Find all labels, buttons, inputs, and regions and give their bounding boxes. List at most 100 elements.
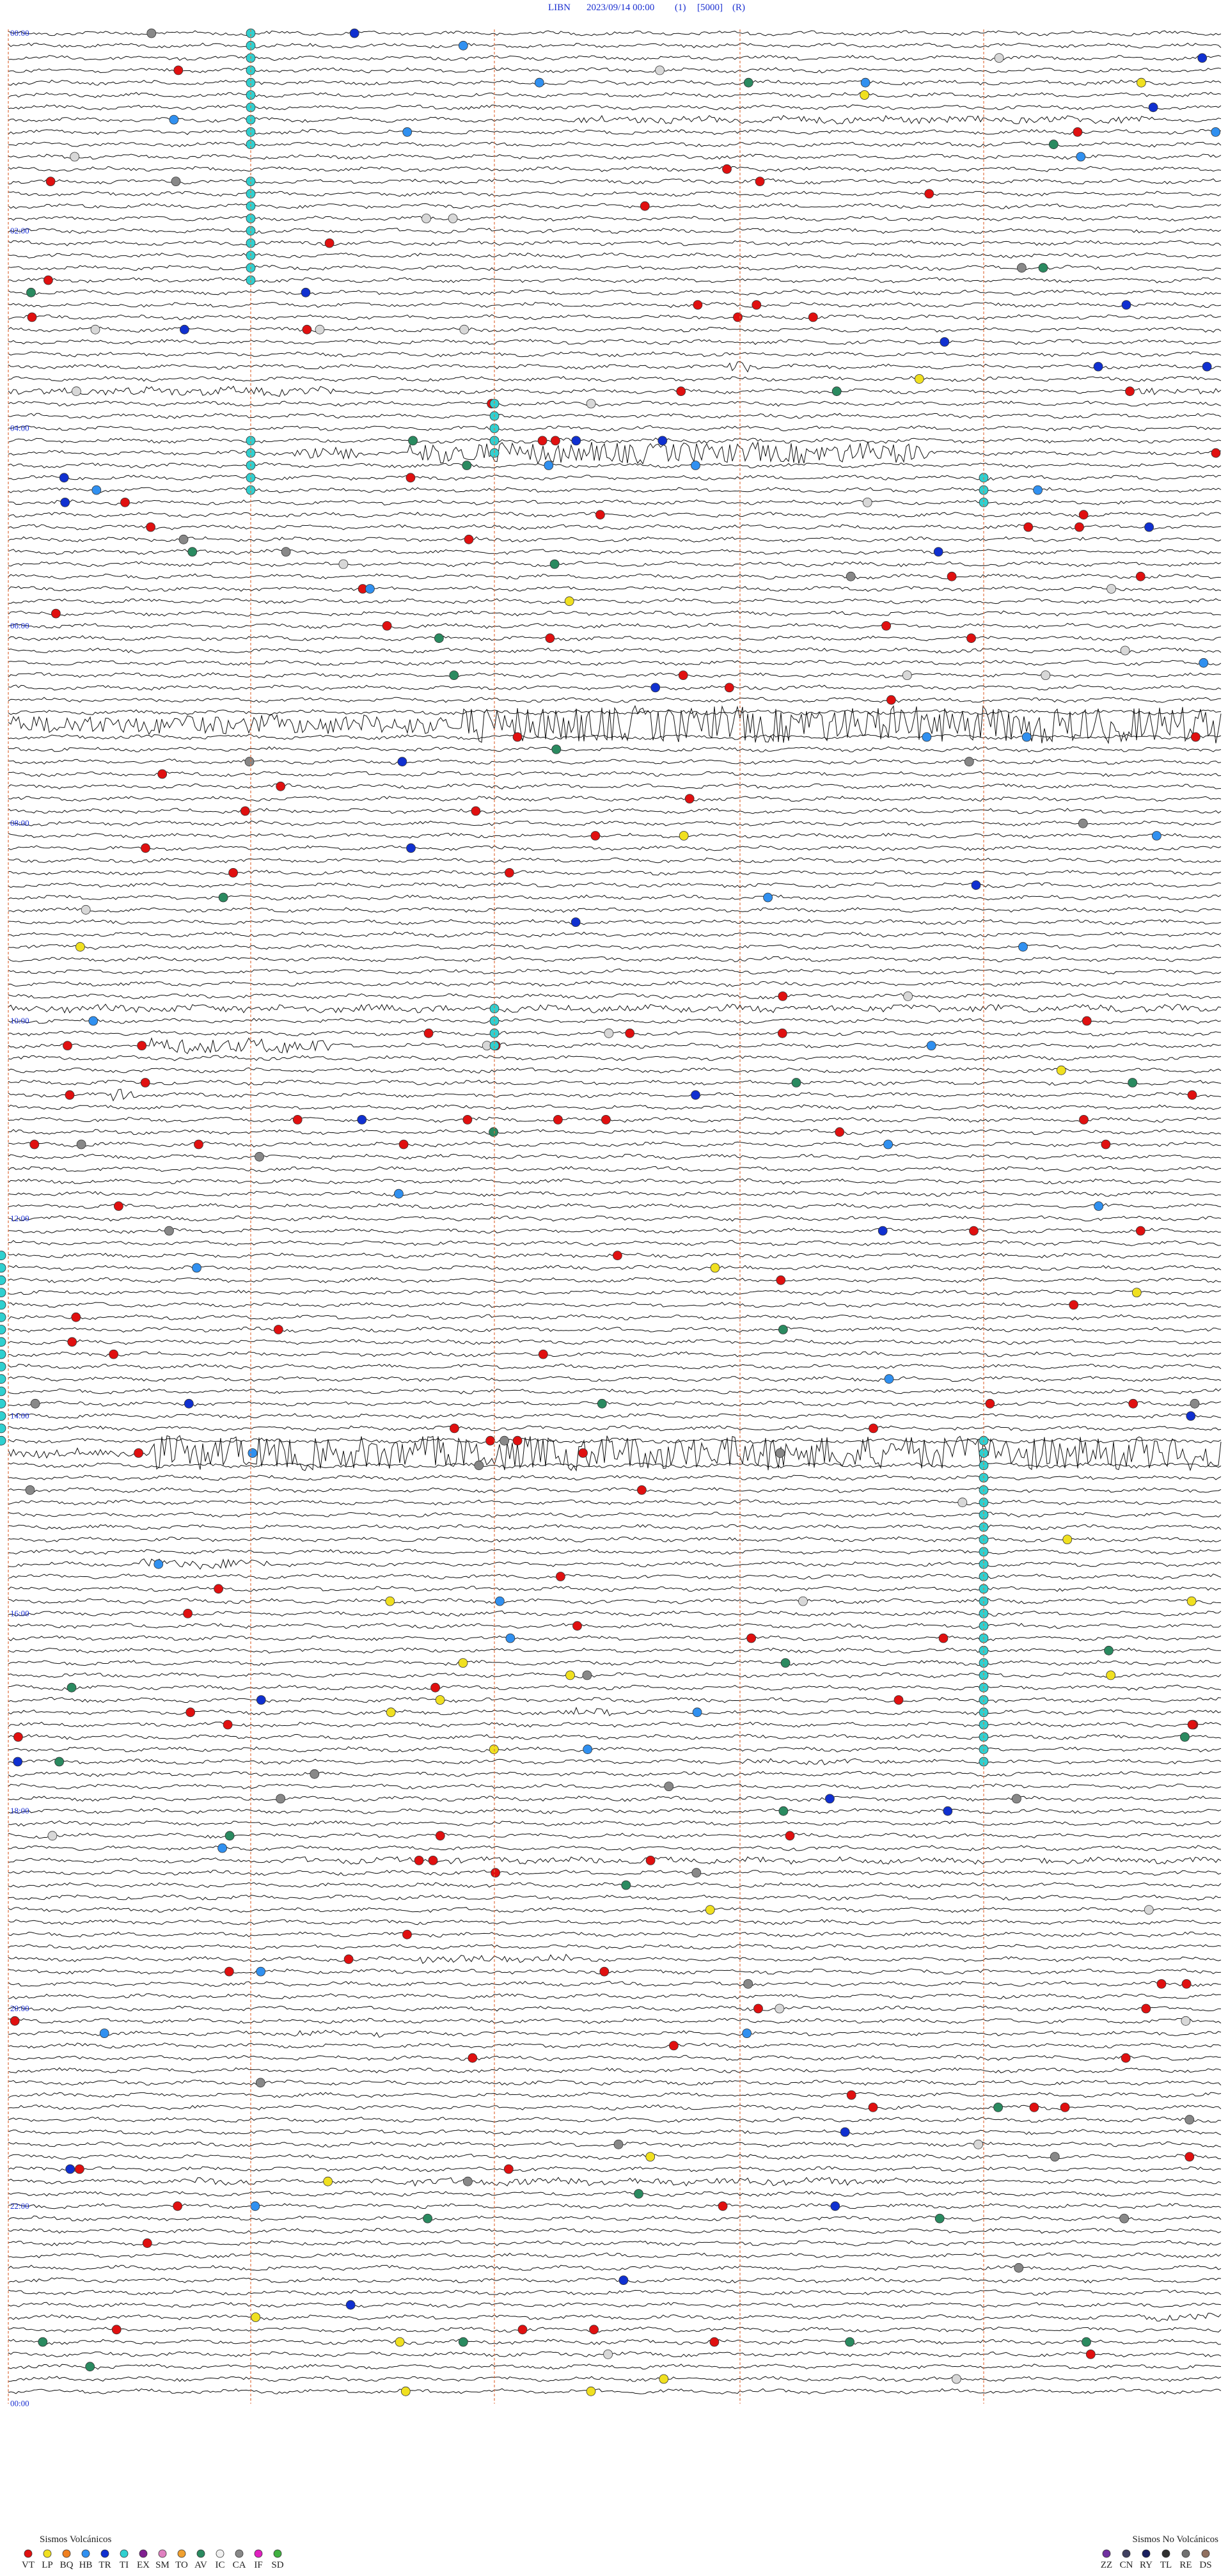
trace bbox=[8, 2364, 1222, 2370]
event-dot bbox=[0, 1411, 6, 1421]
event-dot bbox=[185, 1707, 196, 1718]
trace bbox=[8, 2055, 1222, 2061]
event-dot bbox=[43, 275, 53, 285]
trace bbox=[8, 191, 1222, 197]
trace bbox=[8, 622, 1222, 629]
event-dot bbox=[0, 1251, 6, 1261]
event-dot bbox=[1014, 2263, 1024, 2273]
event-dot bbox=[489, 448, 500, 458]
trace bbox=[8, 1388, 1222, 1395]
event-dot bbox=[343, 1954, 354, 1964]
event-dot bbox=[65, 1090, 75, 1100]
event-dot bbox=[869, 1423, 878, 1434]
event-dot bbox=[434, 633, 444, 644]
event-dot bbox=[613, 1251, 622, 1261]
time-label: 04:00 bbox=[10, 423, 29, 433]
event-dot bbox=[1156, 1979, 1167, 1989]
event-dot bbox=[1069, 1300, 1079, 1310]
event-dot bbox=[1073, 127, 1083, 137]
event-dot bbox=[462, 1115, 473, 1125]
event-dot bbox=[246, 226, 256, 236]
event-dot bbox=[183, 1608, 193, 1618]
event-dot bbox=[860, 77, 870, 88]
trace bbox=[8, 697, 1222, 703]
trace bbox=[8, 845, 1222, 851]
event-dot bbox=[957, 1497, 968, 1508]
trace bbox=[8, 1968, 1222, 1975]
trace bbox=[8, 1018, 1222, 1024]
time-label: 12:00 bbox=[10, 1213, 29, 1223]
event-dot bbox=[491, 1868, 500, 1878]
event-dot bbox=[435, 1695, 445, 1705]
trace bbox=[8, 1474, 1222, 1481]
trace bbox=[8, 1079, 1222, 1086]
event-dot bbox=[0, 1423, 6, 1434]
trace bbox=[8, 1166, 1222, 1173]
trace bbox=[8, 1030, 1222, 1037]
trace bbox=[8, 795, 1222, 802]
legend-code: SM bbox=[155, 2560, 169, 2570]
event-dot bbox=[173, 2201, 183, 2211]
event-dot bbox=[246, 90, 256, 100]
legend-code: TL bbox=[1160, 2560, 1172, 2570]
event-dot bbox=[246, 238, 256, 248]
trace bbox=[8, 2005, 1222, 2012]
event-dot bbox=[589, 2325, 599, 2335]
event-dot bbox=[292, 1115, 303, 1125]
event-dot bbox=[669, 2041, 679, 2051]
legend-dot bbox=[235, 2549, 244, 2558]
event-dot bbox=[512, 732, 523, 742]
trace bbox=[8, 203, 1222, 209]
event-dot bbox=[184, 1398, 194, 1409]
event-dot bbox=[940, 337, 950, 347]
event-dot bbox=[1121, 300, 1131, 310]
event-dot bbox=[310, 1769, 320, 1779]
event-dot bbox=[775, 2003, 785, 2014]
time-label: 02:00 bbox=[10, 226, 29, 235]
event-dot bbox=[621, 1880, 631, 1890]
event-dot bbox=[776, 1275, 786, 1285]
event-dot bbox=[72, 386, 81, 397]
event-dot bbox=[395, 2337, 405, 2347]
event-dot bbox=[886, 695, 896, 705]
legend-code: BQ bbox=[60, 2560, 74, 2570]
event-dot bbox=[590, 831, 601, 841]
event-dot bbox=[1190, 1398, 1200, 1409]
event-dot bbox=[979, 485, 989, 495]
event-dot bbox=[323, 2176, 333, 2186]
event-dot bbox=[273, 1325, 283, 1334]
trace bbox=[8, 129, 1222, 136]
trace bbox=[8, 2312, 1222, 2322]
trace bbox=[8, 1240, 1222, 1247]
event-dot bbox=[979, 1497, 989, 1508]
trace bbox=[8, 610, 1222, 617]
event-dot bbox=[0, 1337, 6, 1347]
legend-dot bbox=[139, 2549, 148, 2558]
event-dot bbox=[315, 324, 325, 335]
trace bbox=[8, 1228, 1222, 1234]
event-dot bbox=[1199, 658, 1209, 668]
event-dot bbox=[684, 794, 695, 803]
event-dot bbox=[0, 1325, 6, 1334]
legend-code: ZZ bbox=[1101, 2560, 1112, 2570]
trace bbox=[8, 1906, 1222, 1913]
event-dot bbox=[458, 2337, 468, 2347]
time-label: 00:00 bbox=[10, 28, 29, 38]
trace bbox=[8, 2215, 1222, 2222]
legend-code: TI bbox=[120, 2560, 129, 2570]
event-dot bbox=[141, 843, 150, 853]
legend-code: CN bbox=[1120, 2560, 1133, 2570]
trace bbox=[8, 1037, 1222, 1054]
trace bbox=[8, 240, 1222, 246]
trace bbox=[8, 1783, 1222, 1790]
event-dot bbox=[777, 1028, 787, 1038]
event-dot bbox=[679, 831, 689, 841]
trace bbox=[8, 462, 1222, 469]
event-dot bbox=[459, 324, 469, 335]
trace bbox=[8, 1425, 1222, 1432]
trace bbox=[8, 2339, 1222, 2345]
event-dot bbox=[0, 1362, 6, 1371]
trace bbox=[8, 2129, 1222, 2135]
event-dot bbox=[1187, 1719, 1197, 1730]
event-dot bbox=[146, 28, 157, 38]
